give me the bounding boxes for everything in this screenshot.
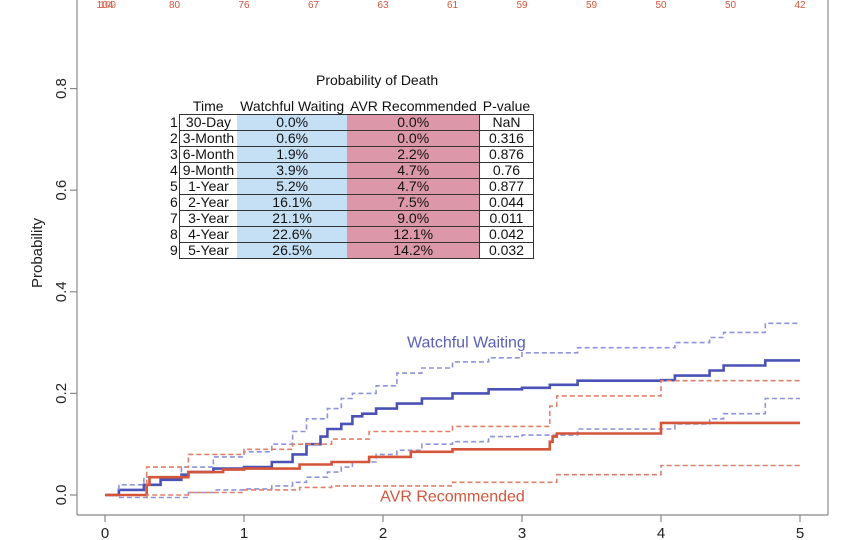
header-rownum	[170, 98, 179, 115]
series-line-avr-recommended	[105, 421, 800, 497]
avr-recommended-cell: 12.1%	[347, 226, 480, 243]
avr-recommended-cell: 4.7%	[347, 162, 480, 179]
table-row: 6 2-Year 16.1% 7.5% 0.044	[170, 194, 534, 211]
time-cell: 6-Month	[178, 146, 238, 163]
time-cell: 1-Year	[178, 178, 238, 195]
p-value-cell: 0.044	[479, 194, 534, 211]
risk-count: 59	[516, 0, 528, 11]
risk-count: 63	[377, 0, 389, 11]
header-p-value: P-value	[482, 97, 531, 114]
x-tick-label: 3	[518, 525, 526, 540]
y-axis-label: Probability	[29, 217, 46, 288]
x-ticks: 0 1 2 3 4 5	[101, 515, 804, 540]
table-row: 2 3-Month 0.6% 0.0% 0.316	[170, 130, 534, 147]
y-tick-label: 0.2	[53, 383, 70, 404]
p-value-cell: 0.011	[479, 210, 534, 227]
p-value-cell: 0.042	[479, 226, 534, 243]
table-row: 4 9-Month 3.9% 4.7% 0.76	[170, 162, 534, 179]
row-number: 8	[170, 226, 178, 242]
watchful-waiting-cell: 0.0%	[237, 114, 348, 131]
watchful-waiting-cell: 16.1%	[237, 194, 348, 211]
time-cell: 4-Year	[178, 226, 238, 243]
time-cell: 5-Year	[178, 242, 238, 259]
p-value-cell: 0.316	[479, 130, 534, 147]
header-avr-recommended: AVR Recommended	[350, 97, 477, 114]
table-row: 5 1-Year 5.2% 4.7% 0.877	[170, 178, 534, 195]
table-row: 9 5-Year 26.5% 14.2% 0.032	[170, 242, 534, 259]
watchful-waiting-cell: 1.9%	[237, 146, 348, 163]
row-number: 6	[170, 194, 178, 210]
risk-count: 80	[169, 0, 181, 11]
table-row: 8 4-Year 22.6% 12.1% 0.042	[170, 226, 534, 243]
risk-count: 42	[794, 0, 806, 11]
avr-recommended-cell: 14.2%	[347, 242, 480, 259]
results-table: Time Watchful Waiting AVR Recommended P-…	[170, 98, 534, 259]
watchful-waiting-cell: 26.5%	[237, 242, 348, 259]
y-tick-label: 0.0	[53, 485, 70, 506]
time-cell: 30-Day	[178, 114, 238, 131]
series-line-avr-recommended-lower-ci	[145, 464, 800, 498]
watchful-waiting-cell: 5.2%	[237, 178, 348, 195]
time-cell: 2-Year	[178, 194, 238, 211]
p-value-cell: 0.876	[479, 146, 534, 163]
x-tick-label: 0	[101, 525, 109, 540]
risk-count: 50	[725, 0, 737, 11]
risk-count: 104	[97, 0, 114, 11]
row-number: 3	[170, 146, 178, 162]
y-tick-label: 0.4	[53, 281, 70, 302]
row-number: 9	[170, 242, 178, 258]
x-tick-label: 5	[796, 525, 804, 540]
plot-frame	[76, 0, 829, 516]
watchful-waiting-cell: 21.1%	[237, 210, 348, 227]
avr-recommended-cell: 7.5%	[347, 194, 480, 211]
time-cell: 9-Month	[178, 162, 238, 179]
row-number: 5	[170, 178, 178, 194]
time-cell: 3-Year	[178, 210, 238, 227]
header-watchful-waiting: Watchful Waiting	[240, 97, 345, 114]
row-number: 4	[170, 162, 178, 178]
table-row: 1 30-Day 0.0% 0.0% NaN	[170, 114, 534, 131]
annotations: Watchful Waiting AVR Recommended	[380, 335, 526, 506]
row-number: 2	[170, 130, 178, 146]
p-value-cell: NaN	[479, 114, 534, 131]
risk-count: 50	[655, 0, 667, 11]
avr-recommended-cell: 2.2%	[347, 146, 480, 163]
y-ticks: 0.0 0.2 0.4 0.6 0.8	[53, 78, 77, 505]
header-time: Time	[192, 97, 224, 114]
avr-recommended-cell: 0.0%	[347, 130, 480, 147]
annotation-avr-recommended: AVR Recommended	[380, 489, 525, 506]
series-group	[105, 322, 800, 499]
avr-recommended-cell: 9.0%	[347, 210, 480, 227]
watchful-waiting-cell: 0.6%	[237, 130, 348, 147]
table-row: 3 6-Month 1.9% 2.2% 0.876	[170, 146, 534, 163]
p-value-cell: 0.032	[479, 242, 534, 259]
risk-count-overlap: 109	[99, 0, 116, 11]
x-tick-label: 1	[240, 525, 248, 540]
watchful-waiting-cell: 22.6%	[237, 226, 348, 243]
table-title: Probability of Death	[316, 72, 439, 88]
risk-count: 67	[308, 0, 320, 11]
avr-recommended-cell: 0.0%	[347, 114, 480, 131]
series-line-avr-recommended-upper-ci	[145, 379, 800, 485]
series-line-watchful-waiting-upper-ci	[118, 322, 800, 490]
y-tick-label: 0.8	[53, 78, 70, 99]
avr-recommended-cell: 4.7%	[347, 178, 480, 195]
row-number: 1	[170, 114, 178, 130]
table-header-row: Time Watchful Waiting AVR Recommended P-…	[170, 98, 533, 115]
annotation-watchful-waiting: Watchful Waiting	[407, 335, 526, 352]
row-number: 7	[170, 210, 178, 226]
watchful-waiting-cell: 3.9%	[237, 162, 348, 179]
time-cell: 3-Month	[178, 130, 238, 147]
y-tick-label: 0.6	[53, 180, 70, 201]
risk-count: 59	[586, 0, 598, 11]
x-tick-label: 2	[379, 525, 387, 540]
x-tick-label: 4	[657, 525, 665, 540]
risk-count: 76	[238, 0, 250, 11]
p-value-cell: 0.877	[479, 178, 534, 195]
table-row: 7 3-Year 21.1% 9.0% 0.011	[170, 210, 534, 227]
p-value-cell: 0.76	[479, 162, 534, 179]
risk-count: 61	[447, 0, 459, 11]
